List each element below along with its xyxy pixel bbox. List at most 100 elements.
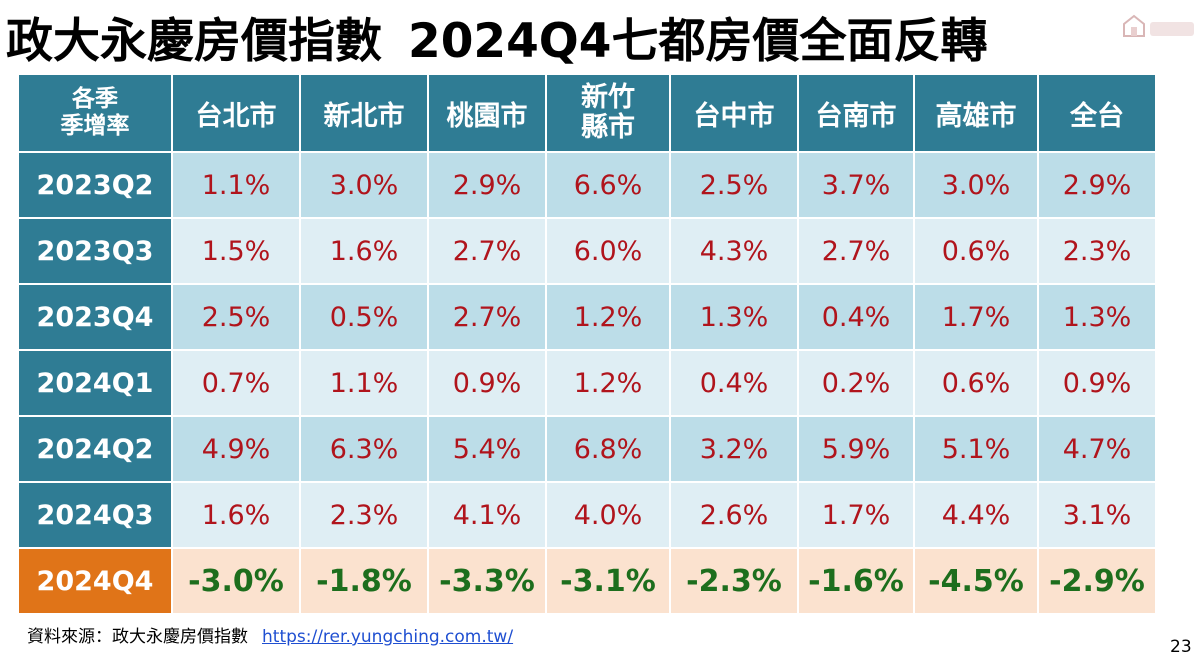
house-logo-icon	[1118, 10, 1198, 40]
table-cell: 2.3%	[301, 483, 427, 547]
table-cell: 0.4%	[799, 285, 913, 349]
col-label-line1: 新竹	[581, 82, 635, 113]
col-label: 台北市	[195, 100, 277, 132]
row-label: 2024Q2	[19, 417, 171, 481]
table-cell-negative: -2.3%	[671, 549, 797, 613]
table-cell: 1.1%	[173, 153, 299, 217]
table-cell: 6.6%	[547, 153, 669, 217]
col-header-tainan: 台南市	[799, 75, 913, 151]
table-cell: 2.3%	[1039, 219, 1155, 283]
source-label: 資料來源：政大永慶房價指數	[27, 627, 248, 647]
table-row: 2023Q4 2.5% 0.5% 2.7% 1.2% 1.3% 0.4% 1.7…	[19, 285, 1155, 349]
table-cell: 0.7%	[173, 351, 299, 415]
table-cell: 0.5%	[301, 285, 427, 349]
table-cell: 6.8%	[547, 417, 669, 481]
table-cell: 1.3%	[1039, 285, 1155, 349]
table-cell: 3.0%	[301, 153, 427, 217]
slide-title: 政大永慶房價指數 2024Q4七都房價全面反轉	[6, 2, 987, 71]
table-cell: 4.0%	[547, 483, 669, 547]
table-cell: 4.3%	[671, 219, 797, 283]
row-label: 2024Q1	[19, 351, 171, 415]
table-cell: 1.6%	[173, 483, 299, 547]
table-cell: 4.4%	[915, 483, 1037, 547]
table-cell: 3.1%	[1039, 483, 1155, 547]
col-header-kaohsiung: 高雄市	[915, 75, 1037, 151]
page-number: 23	[1170, 637, 1192, 657]
col-header-taichung: 台中市	[671, 75, 797, 151]
col-label: 高雄市	[935, 100, 1017, 132]
col-label: 全台	[1070, 100, 1124, 132]
table-cell: 1.5%	[173, 219, 299, 283]
table-cell: 5.9%	[799, 417, 913, 481]
table-cell: 2.9%	[429, 153, 545, 217]
row-label-highlight: 2024Q4	[19, 549, 171, 613]
table-cell: 3.7%	[799, 153, 913, 217]
title-left: 政大永慶房價指數	[6, 14, 382, 69]
col-label-line2: 縣市	[581, 112, 635, 143]
corner-line2: 季增率	[60, 113, 130, 139]
row-label: 2023Q4	[19, 285, 171, 349]
table-cell: 0.9%	[429, 351, 545, 415]
table-cell: 0.9%	[1039, 351, 1155, 415]
table-cell: 2.7%	[799, 219, 913, 283]
table-cell: 2.5%	[671, 153, 797, 217]
table-cell: 2.9%	[1039, 153, 1155, 217]
corner-header: 各季 季增率	[19, 75, 171, 151]
col-header-taoyuan: 桃園市	[429, 75, 545, 151]
table-cell: 2.5%	[173, 285, 299, 349]
col-header-new-taipei: 新北市	[301, 75, 427, 151]
table-cell-negative: -1.6%	[799, 549, 913, 613]
row-label: 2024Q3	[19, 483, 171, 547]
table-cell: 3.2%	[671, 417, 797, 481]
table-cell: 1.7%	[915, 285, 1037, 349]
table-cell: 3.0%	[915, 153, 1037, 217]
title-right: 2024Q4七都房價全面反轉	[408, 14, 988, 69]
table-cell-negative: -1.8%	[301, 549, 427, 613]
table-cell: 2.7%	[429, 219, 545, 283]
table-cell: 2.6%	[671, 483, 797, 547]
source-link[interactable]: https://rer.yungching.com.tw/	[262, 627, 514, 647]
col-header-taipei: 台北市	[173, 75, 299, 151]
table-cell-negative: -3.0%	[173, 549, 299, 613]
table-cell: 1.1%	[301, 351, 427, 415]
table-cell-negative: -3.3%	[429, 549, 545, 613]
table-cell: 0.6%	[915, 219, 1037, 283]
table-cell: 6.3%	[301, 417, 427, 481]
col-header-hsinchu: 新竹 縣市	[547, 75, 669, 151]
col-label: 新北市	[323, 100, 405, 132]
table-cell-negative: -2.9%	[1039, 549, 1155, 613]
table-cell: 6.0%	[547, 219, 669, 283]
table-cell: 1.2%	[547, 285, 669, 349]
table-row-highlight: 2024Q4 -3.0% -1.8% -3.3% -3.1% -2.3% -1.…	[19, 549, 1155, 613]
table-cell: 1.2%	[547, 351, 669, 415]
header-row: 各季 季增率 台北市 新北市 桃園市 新竹 縣市 台中市 台南市 高雄市 全台	[19, 75, 1155, 151]
col-label: 桃園市	[446, 100, 528, 132]
price-index-table: 各季 季增率 台北市 新北市 桃園市 新竹 縣市 台中市 台南市 高雄市 全台 …	[17, 73, 1157, 615]
row-label: 2023Q3	[19, 219, 171, 283]
table-cell: 1.6%	[301, 219, 427, 283]
table-cell: 1.7%	[799, 483, 913, 547]
table-cell-negative: -4.5%	[915, 549, 1037, 613]
table-cell: 5.4%	[429, 417, 545, 481]
table-cell: 0.6%	[915, 351, 1037, 415]
table-cell: 4.7%	[1039, 417, 1155, 481]
row-label: 2023Q2	[19, 153, 171, 217]
corner-line1: 各季	[72, 86, 118, 112]
table-cell-negative: -3.1%	[547, 549, 669, 613]
table-row: 2023Q2 1.1% 3.0% 2.9% 6.6% 2.5% 3.7% 3.0…	[19, 153, 1155, 217]
col-label: 台中市	[693, 100, 775, 132]
col-header-nationwide: 全台	[1039, 75, 1155, 151]
table-row: 2023Q3 1.5% 1.6% 2.7% 6.0% 4.3% 2.7% 0.6…	[19, 219, 1155, 283]
table-cell: 0.4%	[671, 351, 797, 415]
table-cell: 4.9%	[173, 417, 299, 481]
col-label: 台南市	[815, 100, 897, 132]
table-row: 2024Q1 0.7% 1.1% 0.9% 1.2% 0.4% 0.2% 0.6…	[19, 351, 1155, 415]
table-cell: 1.3%	[671, 285, 797, 349]
table-row: 2024Q2 4.9% 6.3% 5.4% 6.8% 3.2% 5.9% 5.1…	[19, 417, 1155, 481]
table-row: 2024Q3 1.6% 2.3% 4.1% 4.0% 2.6% 1.7% 4.4…	[19, 483, 1155, 547]
table-cell: 5.1%	[915, 417, 1037, 481]
table-cell: 4.1%	[429, 483, 545, 547]
table-cell: 2.7%	[429, 285, 545, 349]
table-cell: 0.2%	[799, 351, 913, 415]
source-note: 資料來源：政大永慶房價指數 https://rer.yungching.com.t…	[27, 622, 513, 647]
